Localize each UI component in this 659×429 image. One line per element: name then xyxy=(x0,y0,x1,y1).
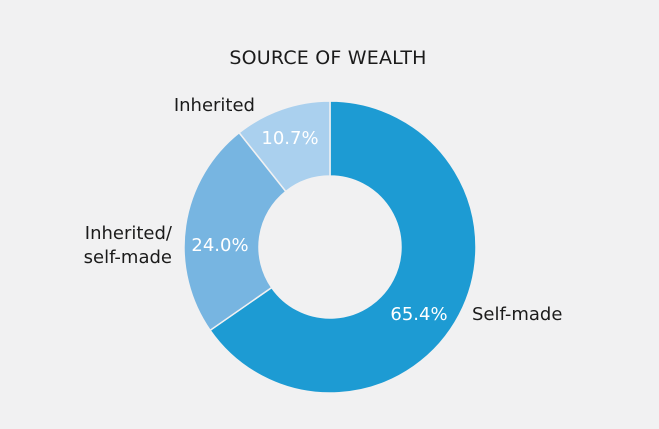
donut-slices xyxy=(183,100,477,394)
value-label: 65.4% xyxy=(390,304,447,325)
chart-labels: 65.4% Self-made 24.0% Inherited/self-made 10… xyxy=(84,95,563,325)
slice-inherited xyxy=(238,100,331,193)
category-label: Self-made xyxy=(472,304,562,325)
category-label: Inherited xyxy=(174,95,255,116)
category-label: Inherited/self-made xyxy=(84,223,173,268)
value-label: 10.7% xyxy=(261,128,318,149)
value-label: 24.0% xyxy=(191,235,248,256)
chart-title: SOURCE OF WEALTH xyxy=(229,47,426,69)
slice-inherited-self-made xyxy=(183,131,287,332)
slice-self-made xyxy=(209,100,477,394)
